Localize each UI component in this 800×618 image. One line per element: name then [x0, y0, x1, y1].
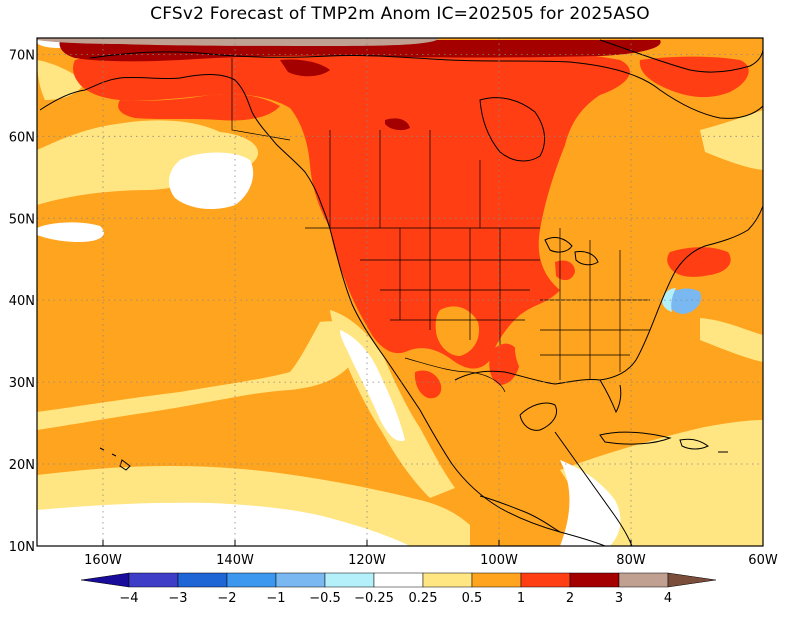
lat-label-60N: 60N — [9, 130, 35, 145]
colorbar-swatch — [177, 572, 228, 588]
gridlines — [37, 38, 763, 546]
field-red-new-england — [667, 247, 731, 277]
lon-label-80W: 80W — [616, 553, 646, 568]
colorbar-swatch — [226, 572, 277, 588]
colorbar-label: 0.25 — [409, 591, 438, 606]
field-yellow-pacific-south — [37, 321, 362, 430]
field-white-caribbean — [560, 460, 621, 546]
colorbar-label: −4 — [119, 591, 138, 606]
field-white-gulf-alaska — [168, 152, 254, 210]
colorbar-swatch — [373, 572, 424, 588]
colorbar-swatch — [275, 572, 326, 588]
field-lightblue-ring — [662, 288, 676, 312]
field-yellow-northeast-atlantic — [700, 110, 763, 170]
colorbar-arrow-high — [667, 572, 717, 588]
field-darkred-hudson — [385, 118, 410, 131]
lat-axis: 70N 60N 50N 40N 30N 20N 10N — [9, 48, 35, 555]
lon-label-120W: 120W — [348, 553, 386, 568]
field-yellow-arctic-west — [37, 60, 85, 100]
field-red-mexico — [414, 370, 442, 399]
field-red-arctic-east — [639, 56, 749, 98]
lon-label-100W: 100W — [480, 553, 518, 568]
lon-label-60W: 60W — [748, 553, 778, 568]
colorbar-swatch — [128, 572, 179, 588]
colorbar-label: −0.5 — [309, 591, 341, 606]
field-red-gulf-alaska-coast — [118, 94, 280, 121]
colorbar-swatch — [618, 572, 669, 588]
map-title: CFSv2 Forecast of TMP2m Anom IC=202505 f… — [150, 4, 650, 24]
map-frame — [36, 37, 764, 547]
colorbar-swatch — [520, 572, 571, 588]
field-white-baja — [340, 330, 405, 442]
colorbar-swatch — [471, 572, 522, 588]
field-blue-atlantic — [666, 288, 702, 314]
colorbar-label: −2 — [217, 591, 236, 606]
lat-label-70N: 70N — [9, 48, 35, 63]
colorbar-arrow-low — [80, 572, 130, 588]
colorbar-label: −0.25 — [354, 591, 394, 606]
colorbar-label: −1 — [266, 591, 285, 606]
lat-label-20N: 20N — [9, 458, 35, 473]
colorbar-label: 0.5 — [462, 591, 483, 606]
borders — [231, 58, 650, 393]
colorbar-swatch — [324, 572, 375, 588]
colorbar-swatch — [422, 572, 473, 588]
field-orange-intermountain — [435, 306, 480, 356]
lat-label-40N: 40N — [9, 294, 35, 309]
field-tan-arctic — [37, 38, 440, 46]
colorbar: −4 −3 −2 −1 −0.5 −0.25 0.25 0.5 1 2 3 4 — [80, 572, 717, 606]
lat-label-10N: 10N — [9, 540, 35, 555]
lon-label-160W: 160W — [84, 553, 122, 568]
colorbar-label: 3 — [615, 591, 623, 606]
field-darkred-canada — [280, 59, 330, 77]
coastlines — [39, 39, 763, 546]
colorbar-label: 2 — [566, 591, 574, 606]
colorbar-label: 4 — [664, 591, 672, 606]
colorbar-swatch — [569, 572, 620, 588]
field-red-continent — [73, 44, 630, 369]
field-yellow-pacific-north — [37, 120, 259, 205]
lat-label-30N: 30N — [9, 376, 35, 391]
lon-axis: 160W 140W 120W 100W 80W 60W — [84, 540, 778, 568]
lat-label-50N: 50N — [9, 212, 35, 227]
lon-label-140W: 140W — [216, 553, 254, 568]
colorbar-label: 1 — [517, 591, 525, 606]
colorbar-label: −3 — [168, 591, 187, 606]
field-white-tropical-pacific — [37, 502, 410, 546]
field-white-pacific-west — [37, 222, 104, 242]
field-red-gulf — [489, 343, 520, 385]
field-yellow-atlantic-east — [700, 318, 763, 362]
